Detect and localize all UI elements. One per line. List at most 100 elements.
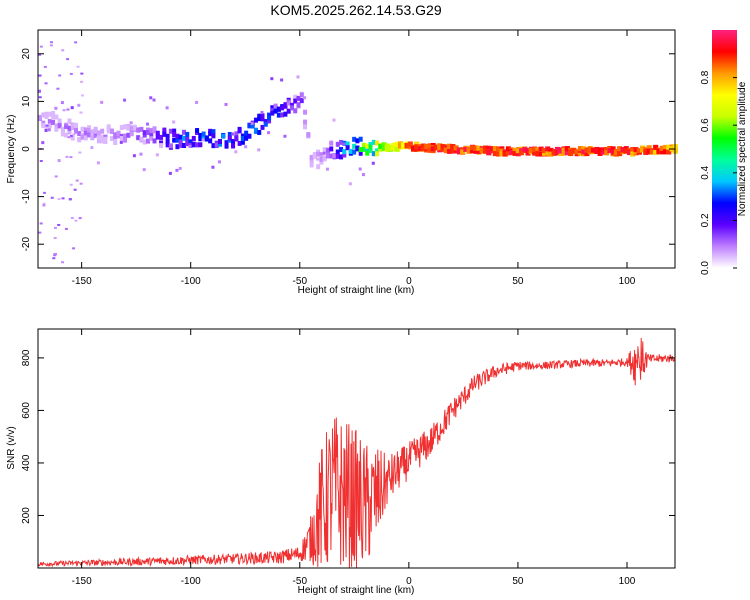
spectrogram-cell [81,94,85,97]
spectrogram-cell [584,147,590,153]
spectrogram-cell [168,143,173,149]
spectrogram-cell [289,102,294,108]
spectrogram-cell [646,145,652,151]
spectrogram-cell [60,126,65,132]
spectrogram-cell [76,65,80,68]
spectrogram-cell [620,147,626,153]
spectrogram-cell [610,146,616,152]
y-tick-label: 200 [21,507,32,524]
spectrogram-cell [627,150,633,156]
spectrogram-cell [496,151,502,157]
spectrogram-cell [394,141,400,147]
spectrogram-cell [499,151,505,157]
spectrogram-cell [303,124,308,130]
spectrogram-cell [172,120,176,124]
spectrogram-cell [371,161,375,165]
spectrogram-cell [54,126,59,132]
spectrogram-cell [348,148,353,154]
spectrogram-cell [155,130,160,136]
spectrogram-cell [69,72,73,75]
spectrogram-cell [80,80,84,83]
spectrogram-cell [165,142,170,148]
spectrogram-cell [276,112,281,118]
colorbar-label: Normalized spectral amplitude [737,81,748,216]
spectrogram-cell [335,153,340,159]
spectrogram-cell [469,148,475,154]
spectrogram-cell [643,149,649,155]
y-tick-label: 400 [21,454,32,471]
spectrogram-cell [365,143,370,149]
spectrogram-cell [515,148,521,154]
spectrogram-cell [267,131,271,135]
spectrogram-cell [528,147,534,153]
spectrogram-cell [280,78,284,82]
spectrogram-cell [165,106,169,110]
spectrogram-cell [479,148,485,154]
spectrogram-cell [51,111,56,117]
spectrogram-cell [663,149,669,155]
spectrogram-cell [47,111,52,117]
spectrogram-cell [44,124,49,130]
spectrogram-cell [77,131,82,137]
spectrogram-cell [607,148,613,154]
spectrogram-cell [332,118,336,122]
x-tick-label: 0 [406,576,412,587]
spectrogram-cell [427,143,433,149]
spectrogram-cell [342,149,347,155]
spectrogram-cell [325,147,330,153]
spectrogram-cell [280,112,285,118]
spectrogram-cell [198,136,203,142]
spectrogram-cell [70,135,75,141]
spectrogram-cell [653,149,659,155]
spectrogram-cell [231,132,235,136]
spectrogram-cell [132,154,136,158]
spectrogram-cell [486,150,492,156]
spectrogram-cell [646,149,652,155]
spectrogram-cell [303,109,308,115]
spectrogram-cell [54,252,58,255]
colorbar-tick-label: 0.6 [700,118,711,132]
spectrogram-cell [368,147,373,153]
spectrogram-cell [358,136,363,142]
spectrogram-cell [250,123,255,129]
spectrogram-cell [178,166,182,170]
spectrogram-cell [299,98,304,104]
spectrogram-cell [342,142,346,146]
spectrogram-cell [52,257,56,260]
spectrogram-cell [57,118,62,124]
spectrogram-cell [597,150,603,156]
spectrogram-cell [303,119,308,125]
spectrogram-cell [322,155,327,161]
y-tick-label: 20 [21,48,32,60]
spectrogram-cell [361,146,366,152]
spectrogram-cell [51,119,56,125]
colorbar-tick-label: 0.4 [700,165,711,179]
spectrogram-cell [234,131,239,137]
spectrogram-cell [142,139,147,145]
spectrogram-cell [208,138,213,144]
spectrogram-cell [666,144,672,150]
spectrogram-cell [119,140,123,144]
spectrogram-cell [172,128,177,134]
spectrogram-cell [440,143,446,149]
spectrogram-cell [47,128,51,132]
spectrogram-cell [358,147,363,153]
spectrogram-cell [656,148,662,154]
spectrogram-cell [613,150,619,156]
y-tick-label: -20 [21,237,32,252]
spectrogram-cell [555,146,561,152]
spectrogram-cell [178,134,183,140]
spectrogram-cell [51,114,56,120]
spectrogram-cell [103,136,108,142]
spectrogram-cell [38,53,42,56]
spectrogram-cell [505,150,511,156]
spectrogram-cell [38,74,42,77]
snr-panel: -150 -100 -50 0 50 100 200 400 600 800 Height of … [6,328,676,596]
spectrogram-cell [577,150,583,156]
spectrogram-cell [417,146,423,152]
spectrogram-cell [247,123,252,129]
spectrogram-cell [355,145,360,151]
spectrogram-cell [532,150,538,156]
